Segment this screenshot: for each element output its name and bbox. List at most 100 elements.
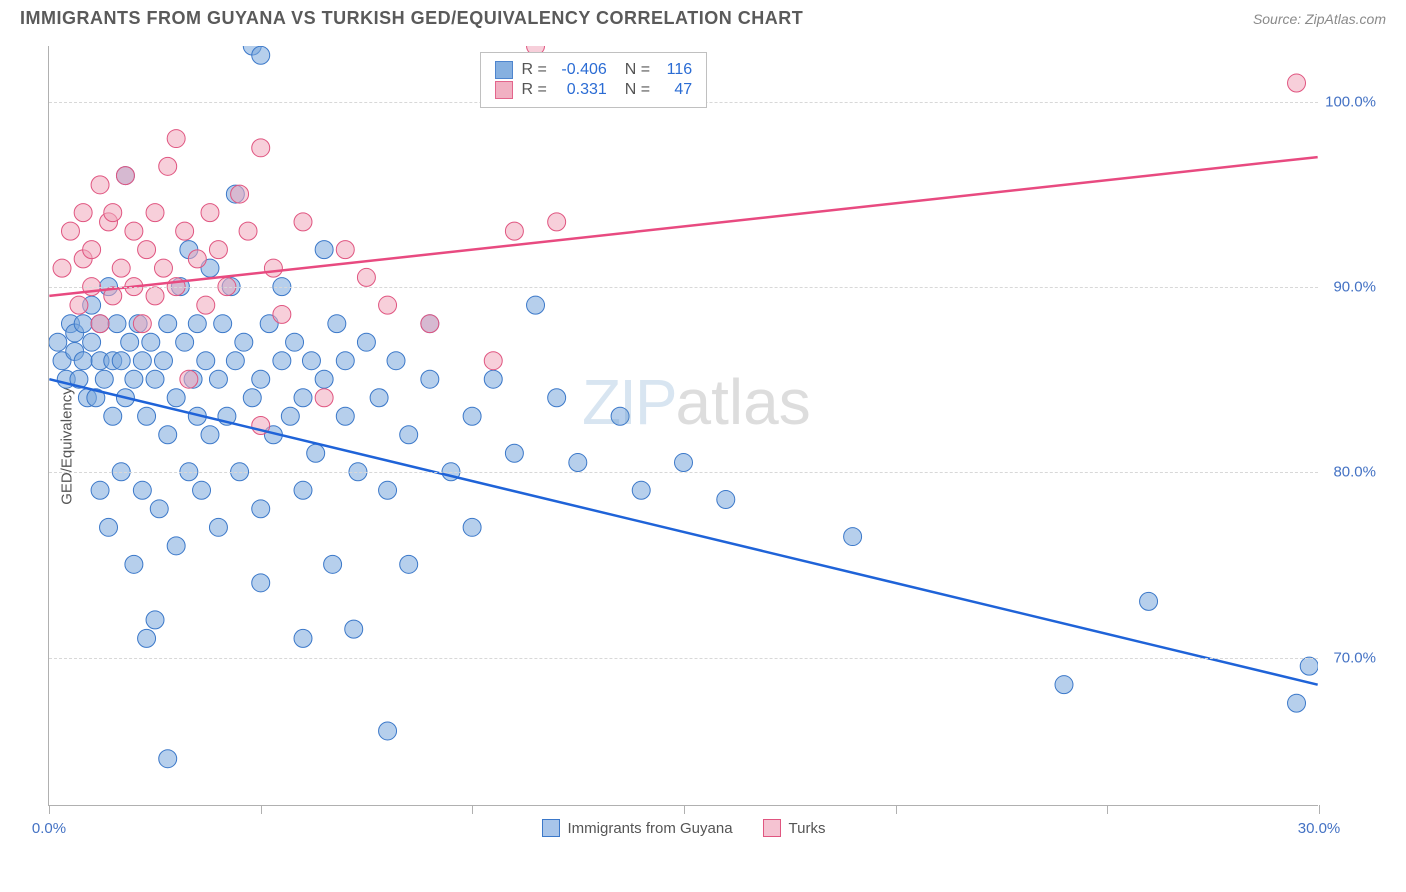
- data-point: [569, 454, 587, 472]
- data-point: [315, 389, 333, 407]
- data-point: [548, 213, 566, 231]
- data-point: [527, 296, 545, 314]
- data-point: [252, 139, 270, 157]
- source-attribution: Source: ZipAtlas.com: [1253, 11, 1386, 27]
- data-point: [336, 241, 354, 259]
- data-point: [421, 370, 439, 388]
- data-point: [717, 491, 735, 509]
- data-point: [142, 333, 160, 351]
- r-label: R =: [521, 81, 546, 99]
- data-point: [209, 241, 227, 259]
- data-point: [154, 352, 172, 370]
- x-tick: [49, 805, 50, 814]
- legend-item: Immigrants from Guyana: [541, 819, 732, 837]
- data-point: [159, 750, 177, 768]
- data-point: [61, 222, 79, 240]
- data-point: [611, 407, 629, 425]
- data-point: [100, 518, 118, 536]
- data-point: [315, 241, 333, 259]
- data-point: [400, 426, 418, 444]
- data-point: [336, 352, 354, 370]
- chart-title: IMMIGRANTS FROM GUYANA VS TURKISH GED/EQ…: [20, 8, 803, 29]
- data-point: [463, 518, 481, 536]
- trend-line: [49, 379, 1317, 684]
- data-point: [146, 204, 164, 222]
- data-point: [281, 407, 299, 425]
- data-point: [226, 352, 244, 370]
- data-point: [387, 352, 405, 370]
- data-point: [146, 611, 164, 629]
- data-point: [159, 157, 177, 175]
- data-point: [400, 555, 418, 573]
- data-point: [302, 352, 320, 370]
- y-tick-label: 70.0%: [1331, 649, 1378, 666]
- legend-swatch: [763, 819, 781, 837]
- data-point: [91, 176, 109, 194]
- data-point: [231, 185, 249, 203]
- data-point: [146, 287, 164, 305]
- data-point: [138, 407, 156, 425]
- data-point: [379, 722, 397, 740]
- data-point: [548, 389, 566, 407]
- data-point: [379, 481, 397, 499]
- r-label: R =: [521, 61, 546, 79]
- data-point: [201, 204, 219, 222]
- stats-row: R = -0.406 N = 116: [495, 61, 692, 79]
- data-point: [197, 352, 215, 370]
- data-point: [49, 333, 67, 351]
- data-point: [357, 268, 375, 286]
- data-point: [150, 500, 168, 518]
- data-point: [104, 407, 122, 425]
- data-point: [125, 555, 143, 573]
- data-point: [125, 370, 143, 388]
- data-point: [357, 333, 375, 351]
- data-point: [484, 352, 502, 370]
- data-point: [252, 46, 270, 64]
- data-point: [74, 352, 92, 370]
- data-point: [214, 315, 232, 333]
- x-tick-label: 30.0%: [1298, 820, 1341, 837]
- data-point: [336, 407, 354, 425]
- data-point: [95, 370, 113, 388]
- data-point: [844, 528, 862, 546]
- data-point: [675, 454, 693, 472]
- data-point: [370, 389, 388, 407]
- data-point: [307, 444, 325, 462]
- data-point: [294, 629, 312, 647]
- data-point: [1140, 592, 1158, 610]
- x-tick: [472, 805, 473, 814]
- data-point: [167, 537, 185, 555]
- data-point: [188, 250, 206, 268]
- data-point: [379, 296, 397, 314]
- data-point: [121, 333, 139, 351]
- data-point: [209, 370, 227, 388]
- legend-swatch: [541, 819, 559, 837]
- data-point: [108, 315, 126, 333]
- data-point: [252, 574, 270, 592]
- data-point: [180, 370, 198, 388]
- legend-item: Turks: [763, 819, 826, 837]
- data-point: [138, 241, 156, 259]
- y-tick-label: 90.0%: [1331, 278, 1378, 295]
- data-point: [1055, 676, 1073, 694]
- r-value: 0.331: [555, 81, 607, 99]
- data-point: [463, 407, 481, 425]
- gridline: [49, 658, 1318, 659]
- data-point: [125, 222, 143, 240]
- data-point: [133, 315, 151, 333]
- r-value: -0.406: [555, 61, 607, 79]
- data-point: [188, 315, 206, 333]
- data-point: [1288, 694, 1306, 712]
- n-label: N =: [625, 81, 650, 99]
- data-point: [315, 370, 333, 388]
- data-point: [294, 213, 312, 231]
- x-tick: [1319, 805, 1320, 814]
- data-point: [505, 444, 523, 462]
- stats-row: R = 0.331 N = 47: [495, 81, 692, 99]
- data-point: [116, 167, 134, 185]
- x-tick: [1107, 805, 1108, 814]
- x-tick: [896, 805, 897, 814]
- data-point: [273, 305, 291, 323]
- data-point: [484, 370, 502, 388]
- legend-swatch: [495, 61, 513, 79]
